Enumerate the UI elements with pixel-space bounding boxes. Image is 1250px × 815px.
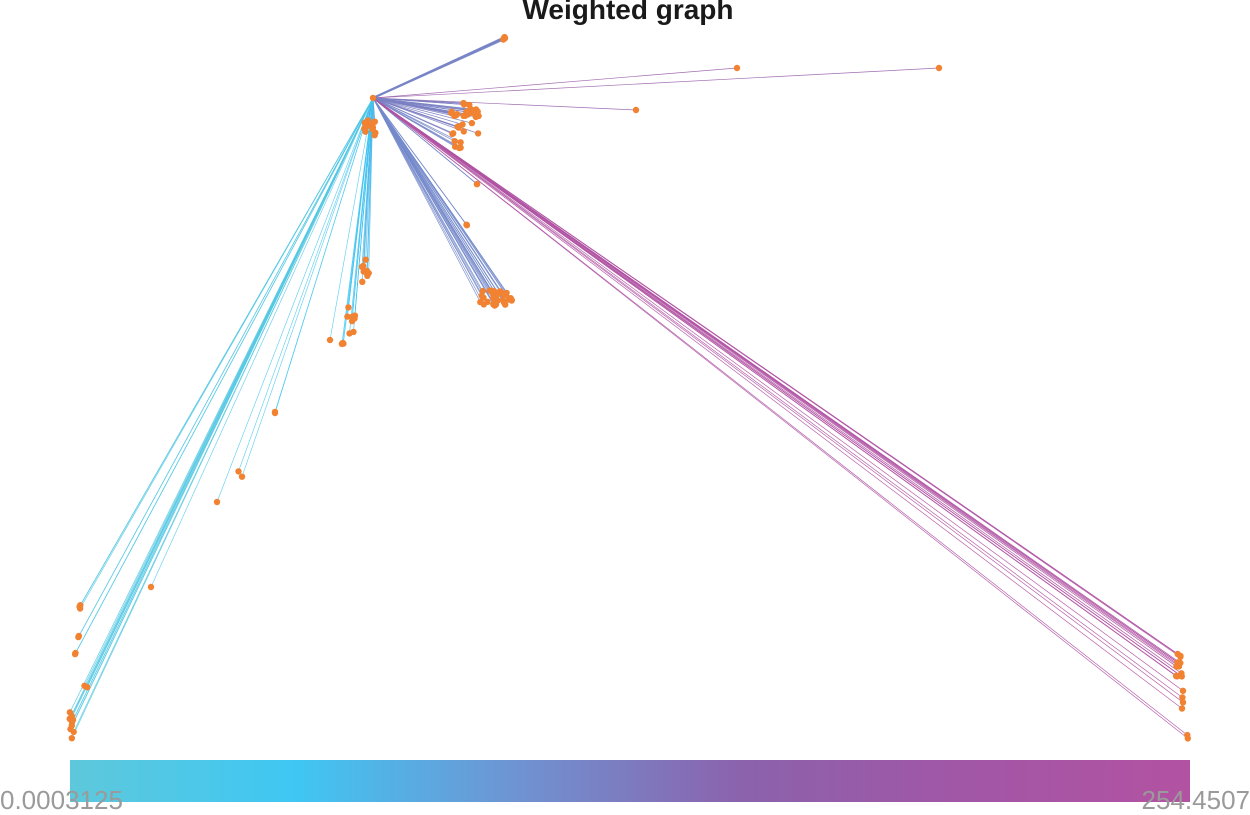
graph-node: [479, 293, 485, 299]
graph-node: [463, 222, 469, 228]
graph-node: [455, 124, 461, 130]
graph-node: [450, 130, 456, 136]
graph-node: [461, 101, 467, 107]
graph-node: [346, 330, 352, 336]
graph-edge: [373, 98, 492, 293]
graph-node: [352, 312, 358, 318]
graph-edge: [373, 98, 1183, 691]
graph-node: [501, 34, 507, 40]
graph-edge: [72, 98, 373, 716]
graph-edge: [373, 98, 1181, 673]
graph-edge: [373, 98, 1180, 664]
graph-edge: [373, 98, 497, 295]
graph-node: [81, 683, 87, 689]
graph-node: [473, 106, 479, 112]
graph-node: [272, 410, 278, 416]
graph-node: [454, 111, 460, 117]
graph-node: [349, 318, 355, 324]
graph-node: [448, 110, 454, 116]
graph-edge: [373, 98, 1187, 735]
graph-node: [345, 304, 351, 310]
graph-node: [461, 128, 467, 134]
graph-node: [490, 301, 496, 307]
graph-node: [364, 268, 370, 274]
graph-edge: [74, 98, 373, 732]
graph-node: [370, 95, 376, 101]
graph-node: [75, 634, 81, 640]
graph-node: [77, 602, 83, 608]
graph-node: [359, 279, 365, 285]
graph-edge: [75, 98, 373, 654]
graph-node: [1174, 673, 1180, 679]
graph-node: [1179, 705, 1185, 711]
colorbar-max-label: 254.4507: [1142, 787, 1250, 813]
colorbar-min-label: 0.0003125: [0, 787, 123, 813]
colorbar: [70, 760, 1190, 802]
graph-node: [484, 299, 490, 305]
graph-node: [235, 468, 241, 474]
graph-node: [469, 120, 475, 126]
graph-edge: [373, 98, 1178, 654]
graph-node: [239, 474, 245, 480]
graph-edge: [373, 98, 1182, 698]
graph-node: [734, 65, 740, 71]
graph-node: [72, 651, 78, 657]
graph-node: [475, 130, 481, 136]
graph-node: [474, 181, 480, 187]
graph-node: [1175, 651, 1181, 657]
graph-node: [1180, 699, 1186, 705]
graph-edge: [373, 98, 1177, 676]
graph-node: [69, 735, 75, 741]
graph-node: [69, 713, 75, 719]
graph-edge: [78, 98, 373, 637]
graph-node: [452, 138, 458, 144]
graph-node: [71, 729, 77, 735]
graph-node: [633, 107, 639, 113]
graph-edge: [373, 98, 493, 304]
graph-node: [214, 499, 220, 505]
graph-canvas: [0, 0, 1250, 760]
graph-edge: [70, 98, 373, 712]
graph-node: [489, 290, 495, 296]
graph-node: [506, 296, 512, 302]
graph-node: [936, 65, 942, 71]
graph-edge: [373, 98, 1182, 709]
graph-node: [362, 120, 368, 126]
graph-edge: [373, 68, 939, 98]
graph-node: [370, 126, 376, 132]
graph-edge: [373, 98, 1177, 667]
graph-node: [363, 257, 369, 263]
graph-edge: [72, 98, 373, 722]
graph-node: [503, 290, 509, 296]
graph-node: [327, 337, 333, 343]
graph-nodes: [67, 34, 1192, 742]
graph-node: [69, 719, 75, 725]
graph-edge: [80, 98, 373, 605]
graph-node: [1180, 688, 1186, 694]
graph-edge: [373, 98, 1183, 702]
graph-node: [457, 145, 463, 151]
graph-node: [340, 340, 346, 346]
graph-node: [148, 584, 154, 590]
graph-edges: [70, 37, 1188, 738]
graph-node: [1173, 663, 1179, 669]
graph-node: [1184, 732, 1190, 738]
graph-edge: [242, 98, 373, 477]
graph-node: [344, 313, 350, 319]
graph-edge: [239, 98, 374, 471]
graph-node: [460, 113, 466, 119]
